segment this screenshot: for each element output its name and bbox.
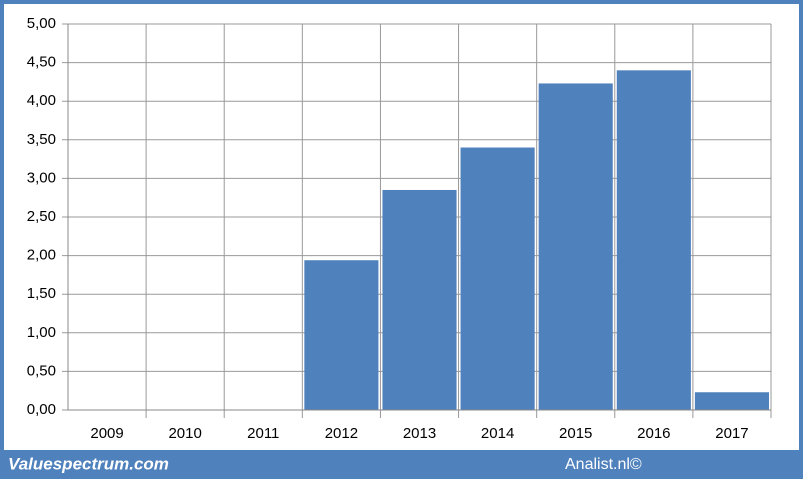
bar bbox=[304, 260, 379, 410]
x-tick-label: 2014 bbox=[481, 425, 514, 442]
bar bbox=[694, 392, 769, 410]
x-tick-label: 2013 bbox=[403, 425, 436, 442]
bar bbox=[460, 147, 535, 410]
x-tick-label: 2009 bbox=[90, 425, 123, 442]
x-tick-label: 2017 bbox=[715, 425, 748, 442]
footer-left: Valuespectrum.com bbox=[8, 454, 169, 473]
y-tick-label: 4,50 bbox=[27, 54, 56, 71]
y-tick-label: 1,50 bbox=[27, 285, 56, 302]
bar bbox=[616, 70, 691, 410]
footer-right: Analist.nl© bbox=[565, 456, 642, 473]
y-tick-label: 2,00 bbox=[27, 247, 56, 264]
x-tick-label: 2012 bbox=[325, 425, 358, 442]
y-tick-label: 4,00 bbox=[27, 92, 56, 109]
y-tick-label: 1,00 bbox=[27, 324, 56, 341]
y-tick-label: 2,50 bbox=[27, 208, 56, 225]
y-tick-label: 3,50 bbox=[27, 131, 56, 148]
x-tick-label: 2010 bbox=[168, 425, 201, 442]
y-tick-label: 0,00 bbox=[27, 401, 56, 418]
y-tick-label: 5,00 bbox=[27, 15, 56, 32]
x-tick-label: 2015 bbox=[559, 425, 592, 442]
y-tick-label: 0,50 bbox=[27, 362, 56, 379]
y-tick-label: 3,00 bbox=[27, 169, 56, 186]
bar bbox=[382, 189, 457, 410]
x-tick-label: 2011 bbox=[247, 425, 279, 442]
x-tick-label: 2016 bbox=[637, 425, 670, 442]
bar bbox=[538, 83, 613, 410]
